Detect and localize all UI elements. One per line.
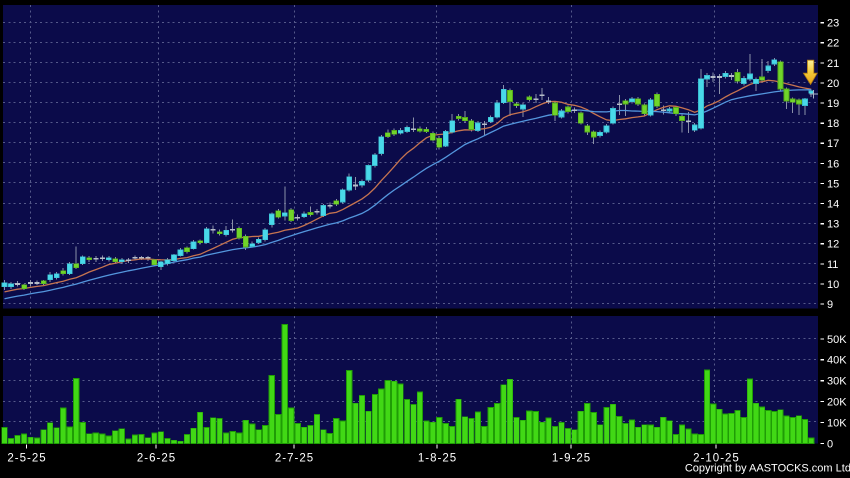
svg-text:10K: 10K: [827, 417, 847, 429]
svg-text:19: 19: [827, 98, 839, 110]
svg-text:10: 10: [827, 279, 839, 291]
svg-text:1-9-25: 1-9-25: [552, 453, 591, 465]
svg-text:Copyright by AASTOCKS.com Ltd.: Copyright by AASTOCKS.com Ltd.: [685, 463, 850, 475]
svg-text:23: 23: [827, 18, 839, 30]
svg-text:2-7-25: 2-7-25: [275, 453, 314, 465]
svg-text:2-5-25: 2-5-25: [7, 453, 46, 465]
svg-text:30K: 30K: [827, 376, 847, 388]
svg-text:16: 16: [827, 158, 839, 170]
svg-text:17: 17: [827, 138, 839, 150]
svg-text:20: 20: [827, 78, 839, 90]
svg-text:14: 14: [827, 199, 839, 211]
svg-text:13: 13: [827, 219, 839, 231]
svg-text:11: 11: [827, 259, 838, 271]
svg-text:15: 15: [827, 178, 839, 190]
svg-text:18: 18: [827, 118, 839, 130]
svg-text:0: 0: [827, 438, 833, 450]
svg-text:9: 9: [827, 299, 833, 311]
svg-text:12: 12: [827, 239, 839, 251]
svg-text:20K: 20K: [827, 397, 847, 409]
svg-text:1-8-25: 1-8-25: [418, 453, 457, 465]
svg-text:2-10-25: 2-10-25: [693, 453, 740, 465]
svg-text:40K: 40K: [827, 355, 847, 367]
svg-text:22: 22: [827, 38, 839, 50]
svg-text:21: 21: [827, 58, 839, 70]
svg-text:2-6-25: 2-6-25: [137, 453, 176, 465]
svg-text:50K: 50K: [827, 334, 847, 346]
